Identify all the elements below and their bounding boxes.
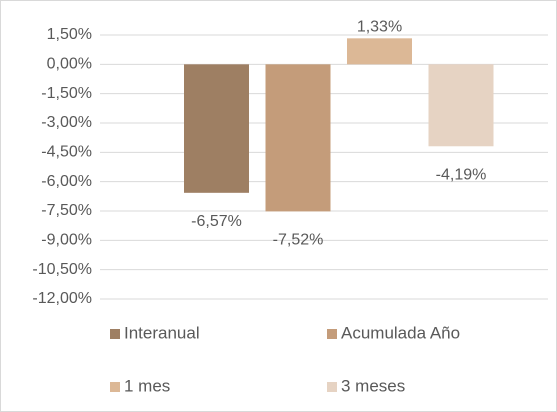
data-label: -7,52% xyxy=(273,232,324,249)
bar xyxy=(428,64,494,147)
legend-label: Acumulada Año xyxy=(341,323,460,342)
legend-label: 3 meses xyxy=(341,376,405,395)
y-tick-label: -4,50% xyxy=(41,144,92,161)
y-tick-label: -3,00% xyxy=(41,114,92,131)
bar xyxy=(184,64,249,193)
y-tick-label: 0,00% xyxy=(47,56,92,73)
legend-swatch xyxy=(110,329,120,339)
legend-swatch xyxy=(327,382,337,392)
data-label: 1,33% xyxy=(357,19,402,36)
y-tick-label: -7,50% xyxy=(41,202,92,219)
data-label: -6,57% xyxy=(191,213,242,230)
y-tick-label: -6,00% xyxy=(41,173,92,190)
legend-swatch xyxy=(327,329,337,339)
bar xyxy=(265,64,331,212)
data-label: -4,19% xyxy=(436,166,487,183)
y-tick-label: -12,00% xyxy=(32,290,92,307)
y-tick-label: 1,50% xyxy=(47,26,92,43)
y-tick-label: -9,00% xyxy=(41,232,92,249)
bar xyxy=(347,38,412,65)
legend-label: 1 mes xyxy=(124,376,170,395)
legend-swatch xyxy=(110,382,120,392)
legend-label: Interanual xyxy=(124,323,200,342)
y-tick-label: -1,50% xyxy=(41,85,92,102)
y-tick-label: -10,50% xyxy=(32,261,92,278)
